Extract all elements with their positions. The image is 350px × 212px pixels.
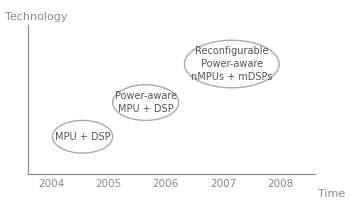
- Text: Technology: Technology: [5, 13, 68, 22]
- Text: Reconfigurable
Power-aware
nMPUs + mDSPs: Reconfigurable Power-aware nMPUs + mDSPs: [191, 46, 273, 82]
- Text: MPU + DSP: MPU + DSP: [55, 132, 110, 142]
- Text: Power-aware
MPU + DSP: Power-aware MPU + DSP: [114, 91, 177, 114]
- Text: Time: Time: [318, 189, 345, 199]
